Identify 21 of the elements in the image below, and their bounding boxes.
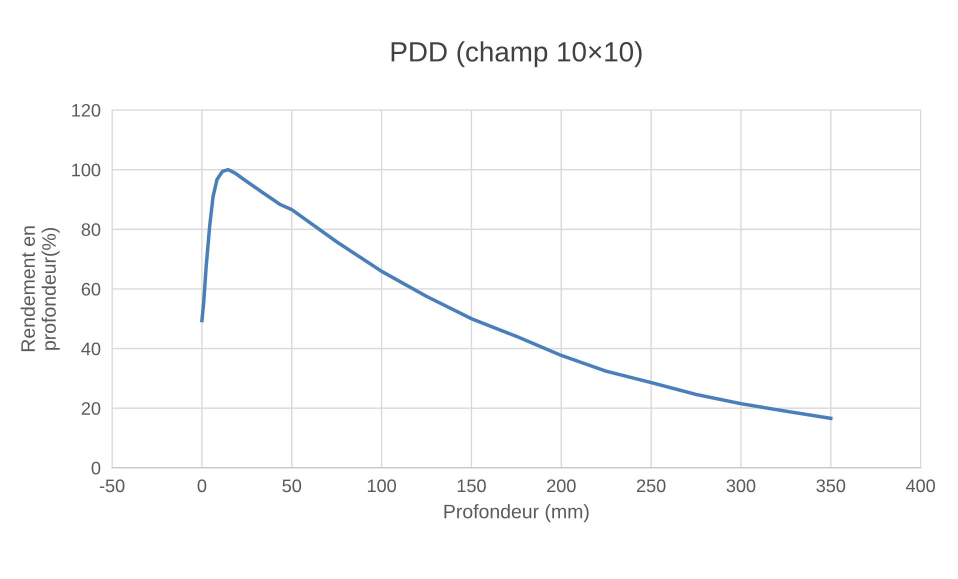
x-tick-label: 150 — [458, 479, 486, 492]
x-tick-label: -50 — [100, 479, 124, 492]
y-tick-label: 0 — [92, 462, 100, 475]
y-tick-label: 40 — [81, 342, 100, 356]
x-tick-label: 100 — [368, 479, 396, 492]
x-tick-label: 400 — [906, 479, 935, 492]
chart-title: PDD (champ 10×10) — [392, 41, 642, 68]
y-tick-label: 20 — [82, 402, 100, 415]
x-tick-label: 200 — [547, 479, 576, 492]
y-tick-label: 100 — [72, 164, 100, 176]
y-tick-label: 120 — [72, 104, 100, 117]
x-tick-label: 0 — [198, 479, 206, 492]
x-tick-label: 300 — [726, 479, 756, 492]
x-tick-label: 250 — [636, 479, 666, 492]
y-axis-title: Rendement en profondeur(%) — [20, 226, 60, 352]
y-tick-label: 80 — [82, 223, 100, 236]
line-series — [200, 168, 833, 420]
x-tick-label: 50 — [282, 479, 302, 492]
x-axis-title: Profondeur (mm) — [444, 504, 589, 522]
y-tick-label: 60 — [82, 282, 100, 296]
x-tick-label: 350 — [816, 479, 846, 492]
